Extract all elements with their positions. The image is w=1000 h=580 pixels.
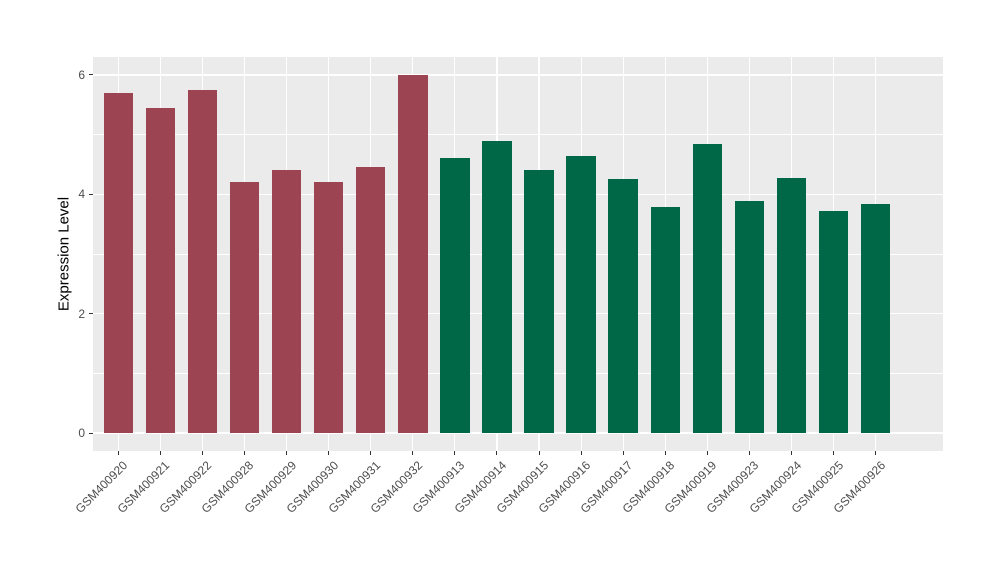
y-tick-label-4: 4	[78, 187, 85, 202]
x-tick-mark-GSM400932	[412, 451, 414, 455]
x-tick-mark-GSM400917	[622, 451, 624, 455]
bar-GSM400916	[566, 155, 596, 434]
bar-GSM400919	[692, 143, 723, 434]
bar-GSM400929	[271, 170, 302, 434]
x-tick-mark-GSM400921	[159, 451, 161, 455]
y-tick-mark-4	[89, 193, 93, 195]
x-tick-mark-GSM400924	[791, 451, 792, 455]
plot-panel	[93, 57, 943, 451]
y-tick-mark-2	[89, 313, 93, 315]
x-tick-mark-GSM400918	[664, 451, 666, 455]
gridline-major-y2	[93, 312, 943, 315]
x-tick-mark-GSM400925	[833, 451, 835, 455]
y-tick-label-6: 6	[78, 67, 85, 82]
bar-GSM400915	[524, 170, 554, 434]
gridline-major-y0	[93, 432, 943, 434]
bar-GSM400932	[398, 74, 428, 434]
bar-GSM400918	[650, 207, 680, 434]
bars-layer	[93, 57, 943, 451]
x-tick-mark-GSM400920	[117, 451, 119, 455]
x-tick-mark-GSM400922	[201, 451, 203, 455]
bar-GSM400917	[608, 179, 638, 434]
x-tick-mark-GSM400913	[454, 451, 456, 455]
y-axis-title: Expression Level	[55, 196, 73, 312]
x-tick-mark-GSM400916	[580, 451, 582, 455]
bar-GSM400922	[187, 89, 218, 434]
bar-GSM400930	[313, 182, 344, 434]
bar-GSM400924	[776, 178, 807, 434]
x-tick-mark-GSM400926	[875, 451, 877, 455]
gridline-major-y6	[93, 74, 943, 76]
y-tick-label-0: 0	[78, 426, 85, 441]
bar-GSM400925	[818, 211, 849, 434]
y-tick-label-2: 2	[78, 306, 85, 321]
y-tick-mark-6	[89, 74, 93, 76]
gridline-minor-y3	[93, 253, 943, 255]
x-tick-mark-GSM400914	[496, 451, 498, 455]
x-tick-mark-GSM400915	[538, 451, 540, 455]
bar-GSM400923	[734, 201, 765, 434]
x-tick-mark-GSM400931	[370, 451, 372, 455]
x-tick-mark-GSM400928	[243, 451, 245, 455]
y-tick-mark-0	[89, 432, 93, 434]
bar-GSM400926	[860, 204, 891, 434]
x-tick-mark-GSM400919	[706, 451, 708, 455]
bar-GSM400914	[482, 140, 512, 434]
bar-GSM400913	[440, 158, 470, 434]
gridline-major-y4	[93, 193, 943, 196]
x-tick-mark-GSM400923	[748, 451, 750, 455]
gridline-minor-y1	[93, 372, 943, 374]
x-tick-mark-GSM400929	[286, 451, 288, 455]
gridline-minor-y5	[93, 134, 943, 135]
x-tick-mark-GSM400930	[328, 451, 330, 455]
bar-GSM400921	[145, 107, 176, 434]
bar-GSM400928	[229, 182, 260, 434]
bar-GSM400920	[103, 92, 133, 434]
bar-GSM400931	[355, 167, 386, 434]
